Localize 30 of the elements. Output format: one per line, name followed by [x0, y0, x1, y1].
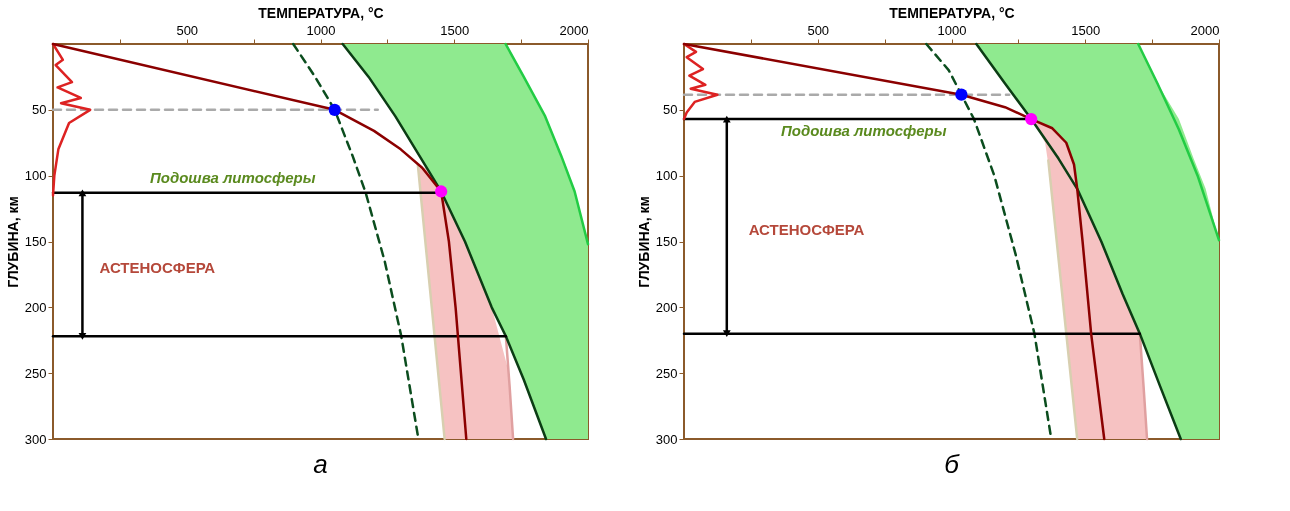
- x-tick-label: 500: [807, 22, 830, 38]
- annotation: АСТЕНОСФЕРА: [99, 258, 216, 276]
- text: а: [313, 449, 328, 479]
- x-tick-label: 2000: [1190, 22, 1220, 38]
- y-tick-label: 150: [655, 234, 678, 249]
- y-tick-label: 50: [663, 102, 678, 118]
- y-tick-label: 200: [655, 299, 678, 315]
- x-axis-title: ТЕМПЕРАТУРА, °C: [889, 4, 1015, 21]
- annotation: Подошва литосферы: [149, 169, 316, 187]
- y-tick-label: 100: [655, 168, 678, 184]
- y-axis-title: ГЛУБИНА, км: [4, 196, 21, 288]
- y-tick-label: 50: [32, 102, 47, 118]
- y-tick-label: 300: [24, 431, 47, 447]
- y-tick-label: 100: [24, 168, 47, 184]
- y-tick-label: 200: [24, 299, 47, 315]
- x-tick-label: 500: [176, 22, 199, 38]
- x-axis-title: ТЕМПЕРАТУРА, °C: [258, 4, 384, 21]
- annotation: АСТЕНОСФЕРА: [748, 220, 865, 238]
- y-tick-label: 250: [24, 365, 47, 381]
- x-tick-label: 1500: [440, 22, 470, 38]
- annotation: Подошва литосферы: [780, 121, 947, 139]
- x-tick-label: 1000: [306, 22, 336, 38]
- y-tick-label: 150: [24, 234, 47, 249]
- x-tick-label: 1000: [937, 22, 967, 38]
- x-tick-label: 1500: [1071, 22, 1101, 38]
- y-axis-title: ГЛУБИНА, км: [635, 196, 652, 288]
- y-tick-label: 300: [655, 431, 678, 447]
- y-tick-label: 250: [655, 365, 678, 381]
- x-tick-label: 2000: [559, 22, 589, 38]
- text: б: [944, 449, 961, 479]
